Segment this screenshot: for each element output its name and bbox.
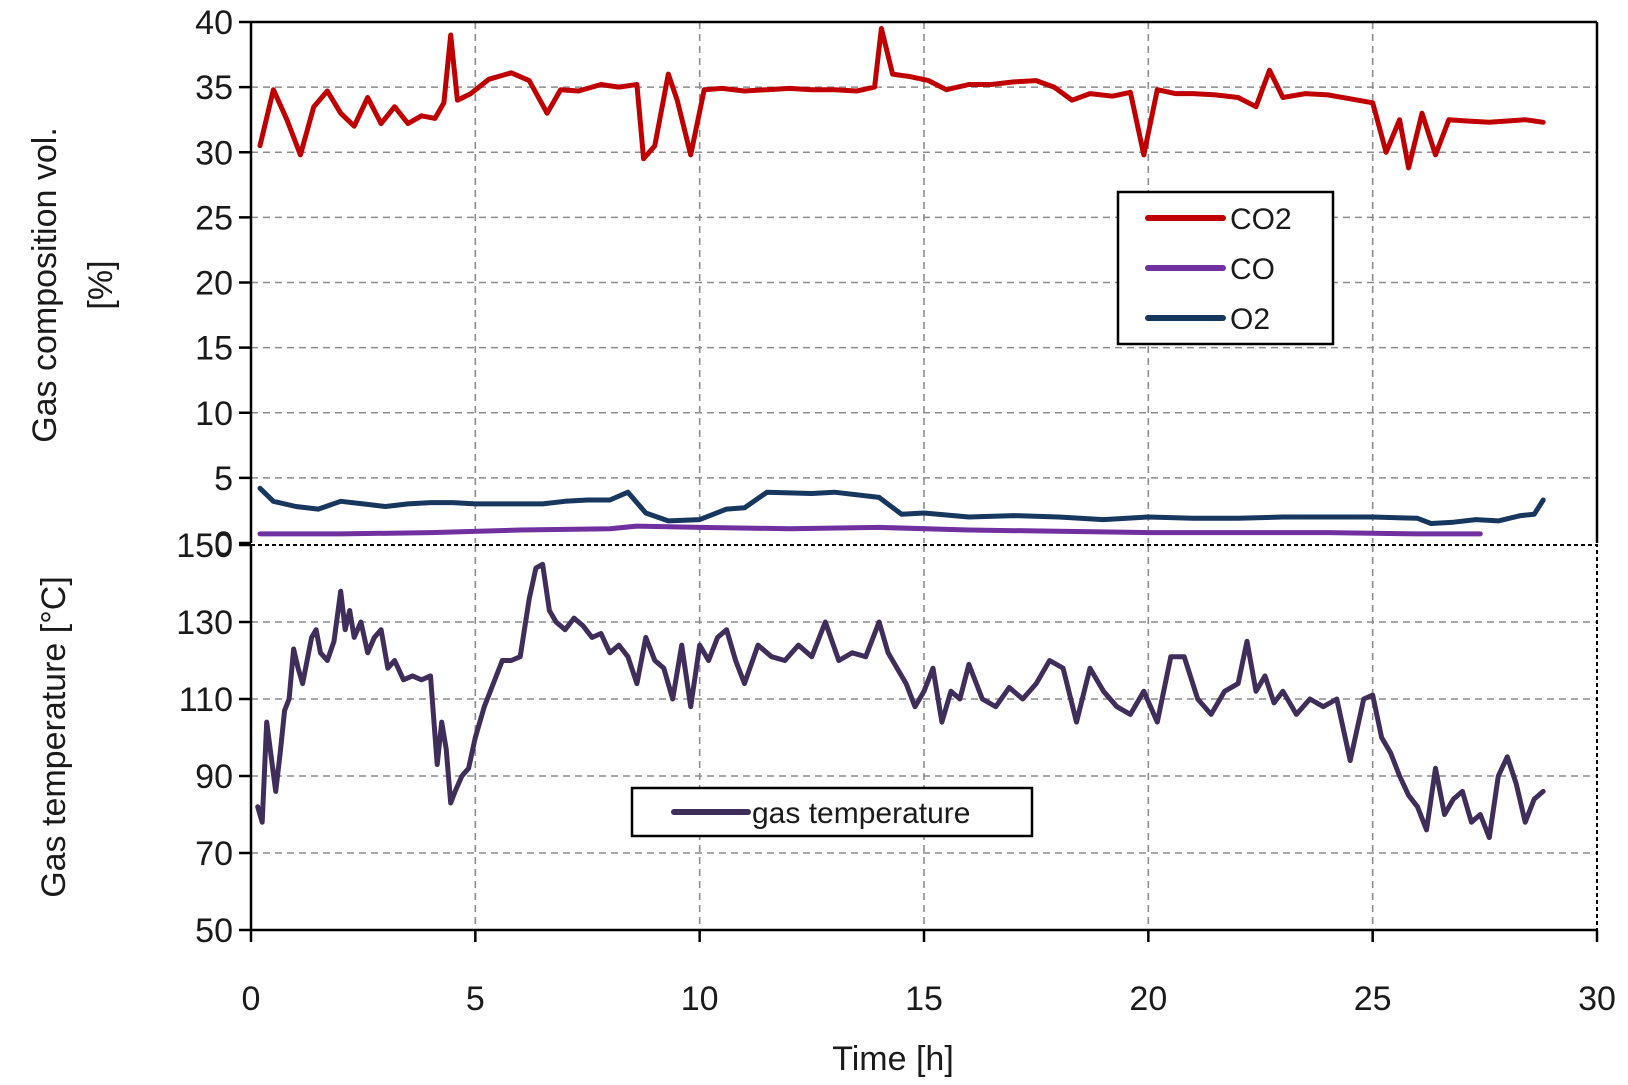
temperature-y-tick-label: 130 <box>176 604 233 642</box>
legend-label-co2: CO2 <box>1230 203 1292 236</box>
series-line-o2 <box>257 485 1546 526</box>
time-x-axis-title: Time [h] <box>832 1040 954 1078</box>
composition-y-tick-label: 15 <box>195 330 233 368</box>
composition-y-tick-label: 25 <box>195 199 233 237</box>
legend-label-gas-temperature: gas temperature <box>752 797 970 830</box>
temperature-y-tick-label: 150 <box>176 527 233 565</box>
temperature-y-tick-label: 110 <box>179 681 233 719</box>
composition-grid <box>251 22 1597 543</box>
temperature-y-axis-title: Gas temperature [°C] <box>35 576 73 898</box>
composition-y-tick-label: 40 <box>195 4 233 42</box>
time-x-tick-label: 15 <box>905 980 943 1018</box>
series-line-co <box>257 523 1483 537</box>
composition-y-tick-label: 30 <box>195 134 233 172</box>
composition-y-tick-label: 5 <box>214 460 233 498</box>
temperature-y-tick-label: 70 <box>195 835 233 873</box>
composition-series <box>257 26 1546 537</box>
temperature-legend: gas temperature <box>630 786 1034 838</box>
legend-label-o2: O2 <box>1230 303 1270 336</box>
time-x-tick-label: 20 <box>1129 980 1167 1018</box>
temperature-series <box>255 561 1546 841</box>
composition-y-ticks: 0 5 10 15 20 25 30 35 40 <box>195 4 251 563</box>
time-x-tick-label: 10 <box>681 980 719 1018</box>
temperature-panel: 50 70 90 110 130 150 0 5 10 15 20 25 30 Gas tempera… <box>35 527 1616 1078</box>
composition-legend: CO2 CO O2 <box>1116 190 1335 346</box>
temperature-y-tick-label: 90 <box>195 758 233 796</box>
composition-y-axis-title-line2: [%] <box>82 260 120 309</box>
time-x-tick-label: 5 <box>466 980 485 1018</box>
time-x-tick-label: 0 <box>242 980 261 1018</box>
composition-panel: 0 5 10 15 20 25 30 35 40 Gas composition vol. [%… <box>26 4 1599 563</box>
composition-y-axis-title-line1: Gas composition vol. <box>26 127 64 443</box>
time-x-ticks: 0 5 10 15 20 25 30 <box>242 930 1616 1018</box>
time-x-tick-label: 30 <box>1578 980 1616 1018</box>
temperature-y-tick-label: 50 <box>195 912 233 950</box>
series-line-co2 <box>257 26 1546 171</box>
temperature-grid <box>251 545 1597 930</box>
series-line-gas-temperature <box>255 561 1546 841</box>
temperature-y-ticks: 50 70 90 110 130 150 <box>176 527 251 950</box>
composition-y-tick-label: 0 <box>214 525 233 563</box>
time-x-tick-label: 25 <box>1354 980 1392 1018</box>
composition-y-tick-label: 10 <box>195 395 233 433</box>
composition-y-tick-label: 35 <box>195 69 233 107</box>
legend-label-co: CO <box>1230 253 1275 286</box>
composition-y-tick-label: 20 <box>195 265 233 303</box>
